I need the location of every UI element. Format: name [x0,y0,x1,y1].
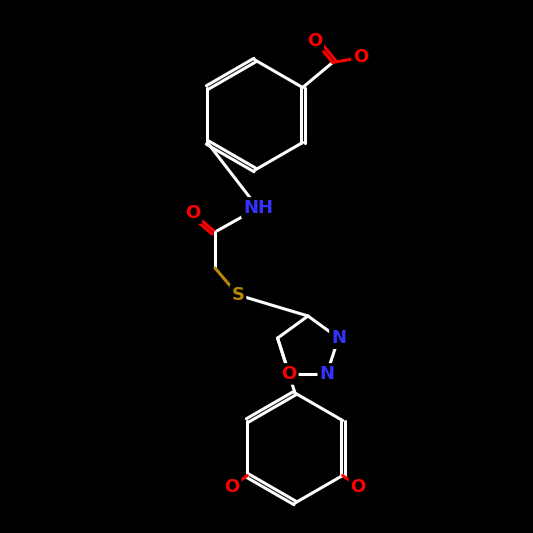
Text: N: N [331,329,346,347]
Text: O: O [353,49,368,67]
Text: NH: NH [243,199,273,217]
Text: O: O [307,31,322,50]
Text: O: O [185,204,200,222]
Text: O: O [224,478,240,496]
Text: N: N [319,365,334,383]
Text: O: O [350,478,366,496]
Text: O: O [281,365,297,383]
Text: S: S [231,286,245,304]
